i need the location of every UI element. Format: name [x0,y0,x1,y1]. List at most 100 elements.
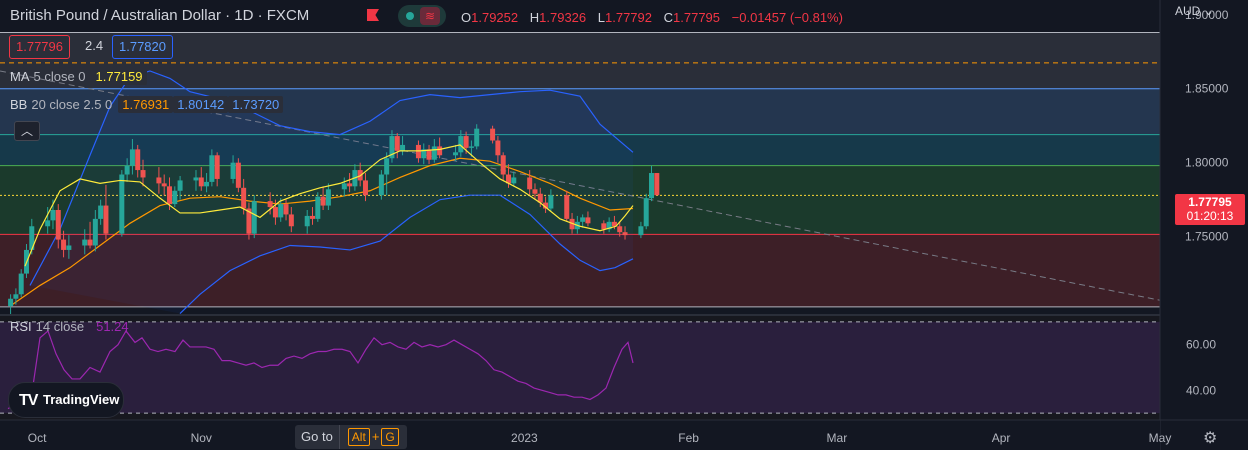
candle-body [474,128,480,147]
spread-value: 2.4 [85,38,104,53]
trendline-path [0,70,1161,301]
market-status-pill[interactable]: ≋ [398,5,446,27]
candle-body [638,226,644,236]
candle-body [325,189,331,206]
candle-body [611,221,617,227]
candle-body [140,170,146,178]
candle-body [61,239,67,250]
rsi-value: 51.24 [96,319,129,334]
candle-body [437,146,443,156]
candle-body [500,155,506,175]
signal-icon: ≋ [420,7,440,25]
close-value: 1.77795 [673,10,721,25]
time-tick-label: Oct [28,431,47,445]
candle-body [172,190,178,205]
candle-body [288,214,294,227]
bb-name: BB [10,97,28,112]
rsi-legend[interactable]: RSI 14 close 51.24 [10,319,129,334]
symbol-title[interactable]: British Pound / Australian Dollar · 1D ·… [10,7,310,24]
candle-body [98,205,104,219]
candle-body [601,223,607,230]
chevron-up-icon[interactable]: ︿ [14,121,40,141]
close-key: C [663,10,674,25]
candle-body [272,207,278,218]
candle-body [18,273,24,295]
last-price-tag: 1.77795 01:20:13 [1175,194,1245,225]
gear-icon[interactable]: ⚙ [1203,430,1218,447]
candle-body [580,217,586,222]
bb-upper-line [29,70,634,286]
candle-body [45,220,51,227]
tradingview-logo[interactable]: TV TradingView [8,382,124,418]
candle-body [643,198,649,227]
last-price: 1.77795 [1188,195,1232,209]
candle-body [400,144,406,151]
buy-button[interactable]: 1.77820 [112,35,173,59]
bb-legend[interactable]: BB 20 close 2.5 0 1.76931 1.80142 1.73720 [10,96,284,113]
bb-fill [30,70,633,314]
candle-body [654,173,660,196]
candle-body [135,149,141,171]
rsi-name: RSI [10,319,32,334]
price-tick-label: 1.75000 [1185,230,1229,244]
candle-body [304,215,310,227]
candle-body [453,152,459,156]
candle-body [166,186,172,205]
candle-body [463,136,469,148]
chevron-down-icon: ⌄ [1203,4,1214,18]
candle-body [241,187,247,209]
bb-upper-value: 1.80142 [173,96,229,113]
candle-body [532,189,538,194]
candle-body [415,144,421,159]
time-tick-label: May [1149,431,1172,445]
candle-body [527,177,533,190]
high-key: H [529,10,540,25]
time-tick-label: Apr [992,431,1011,445]
ma-value: 1.77159 [91,68,147,85]
ma-legend[interactable]: MA 5 close 0 1.77159 [10,68,147,85]
price-zone [0,165,1160,235]
goto-button[interactable]: Go to Alt + G [295,425,407,449]
candle-body [50,210,56,221]
sell-button[interactable]: 1.77796 [9,35,70,59]
candle-body [204,181,210,187]
high-value: 1.79326 [539,10,587,25]
candle-body [606,221,612,230]
candle-body [156,177,162,184]
time-tick-label: Feb [678,431,699,445]
bb-lower-value: 1.73720 [228,96,284,113]
flag-icon[interactable] [367,9,379,21]
rsi-band [0,321,1160,414]
candle-body [198,177,204,187]
candle-body [87,239,93,246]
candle-body [490,128,496,141]
moving-average [24,144,634,267]
candle-body [310,215,316,219]
time-axis-background [0,420,1160,450]
candle-body [214,155,220,179]
candle-body [543,202,549,209]
rsi-params: 14 close [35,319,85,334]
candle-body [537,193,543,203]
price-zone [0,32,1160,89]
candle-body [267,201,273,208]
candle-body [585,217,591,224]
currency-label: AUD [1175,4,1201,18]
open-key: O [461,10,472,25]
candle-body [246,208,252,234]
candle-body [389,136,395,159]
currency-selector[interactable]: AUD ⌄ [1175,4,1214,18]
bb-params: 20 close 2.5 0 [31,97,113,112]
candle-body [617,226,623,233]
price-tick-label: 1.85000 [1185,82,1229,96]
ohlc-values: O1.79252 H1.79326 L1.77792 C1.77795 −0.0… [461,10,851,25]
candle-body [378,174,384,196]
candle-body [230,162,236,179]
candle-body [421,149,427,159]
time-axis: Oct Nov 2023 Feb Mar Apr May [0,419,1248,450]
shortcut-key-alt: Alt [347,428,370,446]
rsi-tick-label: 40.00 [1186,383,1216,397]
time-tick-label: Nov [191,431,212,445]
low-key: L [597,10,605,25]
